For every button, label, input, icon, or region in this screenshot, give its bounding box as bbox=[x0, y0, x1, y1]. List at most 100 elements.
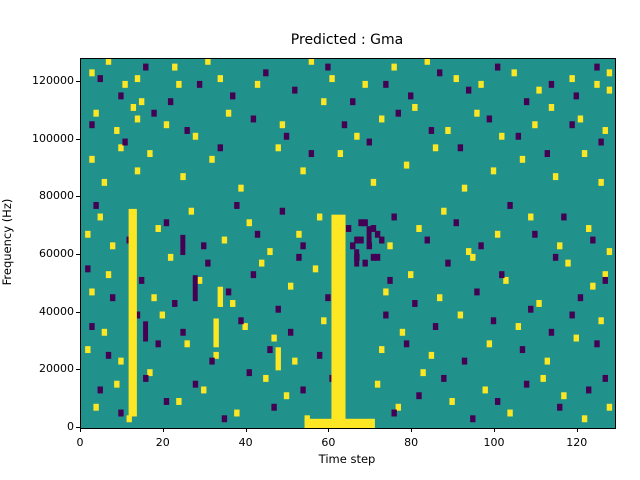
heatmap-cell bbox=[606, 86, 613, 94]
heatmap-cell bbox=[85, 346, 91, 354]
heatmap-cell bbox=[362, 219, 368, 227]
heatmap-cell bbox=[279, 121, 286, 129]
heatmap-cell bbox=[598, 178, 604, 186]
heatmap-cell bbox=[461, 357, 468, 365]
heatmap-cell bbox=[552, 253, 559, 261]
heatmap-cell bbox=[134, 75, 141, 83]
heatmap-cell bbox=[101, 178, 108, 186]
heatmap-cell bbox=[118, 92, 124, 100]
heatmap-cell bbox=[428, 351, 435, 359]
heatmap-cell bbox=[213, 351, 219, 359]
heatmap-cell bbox=[453, 219, 459, 227]
heatmap-cell bbox=[486, 340, 493, 348]
heatmap-cell bbox=[246, 219, 252, 227]
x-tick-mark bbox=[80, 428, 81, 432]
heatmap-cell bbox=[370, 253, 377, 261]
heatmap-streak bbox=[180, 234, 186, 256]
heatmap-cell bbox=[569, 311, 575, 319]
heatmap-cell bbox=[515, 323, 522, 330]
heatmap-cell bbox=[606, 403, 613, 411]
heatmap-cell bbox=[370, 225, 377, 232]
heatmap-cell bbox=[209, 357, 215, 365]
heatmap-cell bbox=[159, 311, 166, 319]
y-tick-mark bbox=[76, 81, 80, 83]
heatmap-streak bbox=[275, 347, 281, 371]
chart-title: Predicted : Gma bbox=[290, 32, 404, 48]
heatmap-cell bbox=[470, 253, 476, 261]
heatmap-cell bbox=[536, 86, 542, 94]
heatmap-cell bbox=[138, 276, 145, 284]
heatmap-cell bbox=[114, 127, 120, 134]
heatmap-cell bbox=[412, 300, 418, 307]
heatmap-cell bbox=[155, 225, 161, 232]
heatmap-cell bbox=[474, 288, 480, 296]
heatmap-cell bbox=[238, 184, 244, 192]
heatmap-cell bbox=[441, 207, 447, 215]
heatmap-cell bbox=[408, 92, 414, 100]
heatmap-cell bbox=[85, 230, 91, 238]
heatmap-cell bbox=[97, 75, 103, 83]
heatmap-cell bbox=[201, 386, 207, 394]
y-tick-label: 120000 bbox=[32, 74, 74, 88]
heatmap-cell bbox=[362, 259, 368, 267]
heatmap-cell bbox=[122, 80, 128, 88]
heatmap-cell bbox=[569, 75, 575, 83]
heatmap-cell bbox=[93, 109, 99, 117]
heatmap-cell bbox=[287, 328, 294, 336]
heatmap-cell bbox=[172, 300, 178, 307]
heatmap-cell bbox=[490, 167, 497, 175]
heatmap-cell bbox=[590, 282, 596, 290]
y-tick-mark bbox=[76, 138, 80, 140]
x-axis-label: Time step bbox=[318, 452, 376, 466]
heatmap-cell bbox=[470, 415, 476, 423]
heatmap-cell bbox=[246, 369, 252, 377]
heatmap-cell bbox=[105, 59, 112, 65]
heatmap-cell bbox=[519, 346, 526, 354]
heatmap-cell bbox=[134, 167, 141, 175]
y-tick-label: 60000 bbox=[39, 247, 74, 261]
heatmap-cell bbox=[573, 334, 579, 342]
heatmap-cell bbox=[478, 242, 484, 250]
x-tick-mark bbox=[576, 428, 578, 432]
heatmap-cell bbox=[465, 248, 472, 256]
heatmap-cell bbox=[561, 392, 567, 400]
heatmap-cell bbox=[577, 115, 584, 123]
heatmap-cell bbox=[167, 253, 174, 261]
heatmap-cell bbox=[465, 86, 472, 94]
heatmap-cell bbox=[217, 144, 223, 152]
heatmap-cell bbox=[387, 276, 393, 284]
heatmap-cell bbox=[507, 201, 513, 209]
heatmap-cell bbox=[565, 259, 571, 267]
heatmap-cell bbox=[387, 242, 393, 250]
heatmap-cell bbox=[172, 63, 178, 71]
heatmap-cell bbox=[271, 334, 277, 342]
heatmap-cell bbox=[379, 115, 385, 123]
heatmap-cell bbox=[234, 201, 240, 209]
heatmap-cell bbox=[379, 346, 385, 354]
heatmap-cell bbox=[586, 386, 592, 394]
heatmap-cell bbox=[109, 294, 116, 302]
heatmap-cell bbox=[308, 150, 315, 158]
heatmap-streak bbox=[304, 418, 375, 428]
heatmap-cell bbox=[300, 167, 306, 175]
heatmap-cell bbox=[358, 236, 364, 244]
heatmap-cell bbox=[201, 242, 207, 250]
heatmap-streak bbox=[143, 321, 149, 342]
heatmap-cell bbox=[341, 121, 348, 129]
heatmap-cell bbox=[151, 109, 157, 117]
x-tick-mark bbox=[245, 428, 247, 432]
heatmap-cell bbox=[118, 144, 124, 152]
heatmap-cell bbox=[138, 98, 145, 106]
heatmap-cell bbox=[250, 271, 257, 279]
heatmap-cell bbox=[374, 253, 381, 261]
heatmap-streak bbox=[128, 208, 137, 417]
heatmap-cell bbox=[598, 317, 604, 325]
heatmap-cell bbox=[557, 242, 563, 250]
heatmap-cell bbox=[196, 276, 203, 284]
heatmap-cell bbox=[97, 213, 103, 221]
heatmap-cell bbox=[412, 103, 418, 111]
heatmap-cell bbox=[523, 98, 530, 106]
x-tick-mark bbox=[328, 428, 330, 432]
heatmap-cell bbox=[238, 317, 244, 325]
